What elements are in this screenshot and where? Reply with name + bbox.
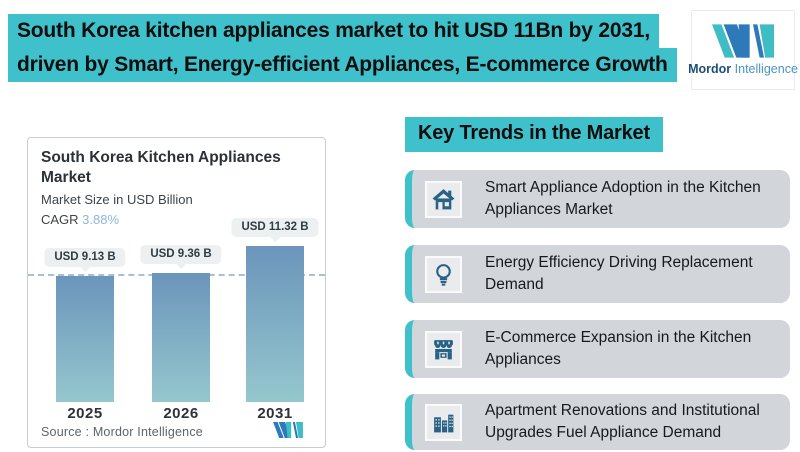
- cagr-value: 3.88%: [82, 212, 120, 227]
- chart-subtitle: Market Size in USD Billion: [41, 192, 193, 207]
- house-icon: [432, 188, 455, 209]
- trend-item-energy-efficiency: Energy Efficiency Driving Replacement De…: [405, 245, 790, 303]
- trend-item-smart-appliances: Smart Appliance Adoption in the Kitchen …: [405, 170, 790, 228]
- trend-icon-box: [425, 403, 462, 441]
- buildings-icon: [434, 414, 454, 432]
- chart-source: Source : Mordor Intelligence: [41, 425, 203, 439]
- bar-2031: [246, 246, 304, 402]
- trend-item-ecommerce: E-Commerce Expansion in the Kitchen Appl…: [405, 320, 790, 378]
- chart-title: South Korea Kitchen Appliances Market: [41, 149, 281, 186]
- chart-cagr: CAGR 3.88%: [41, 212, 119, 227]
- trend-icon-box: [425, 255, 462, 293]
- x-tick-label: 2025: [67, 405, 103, 422]
- logo-word-intelligence: Intelligence: [734, 62, 798, 76]
- bar-2025: [56, 276, 114, 402]
- x-tick-label: 2031: [257, 405, 293, 422]
- page-title-line1: South Korea kitchen appliances market to…: [8, 14, 659, 49]
- bar-value-label: USD 9.36 B: [140, 245, 222, 269]
- bar-value-label: USD 11.32 B: [231, 218, 319, 242]
- mordor-logo: Mordor Intelligence: [688, 10, 798, 90]
- trend-icon-box: [425, 180, 462, 218]
- trend-item-apartment-renovations: Apartment Renovations and Institutional …: [405, 394, 790, 450]
- storefront-icon: [434, 339, 453, 359]
- cagr-label: CAGR: [41, 212, 83, 227]
- trend-icon-box: [425, 330, 462, 368]
- mordor-logo-icon: [712, 24, 774, 58]
- chart-x-axis: 2025 2026 2031: [28, 405, 325, 425]
- page-title: South Korea kitchen appliances market to…: [8, 14, 677, 83]
- bar-value-label: USD 9.13 B: [44, 248, 126, 272]
- trend-text: Smart Appliance Adoption in the Kitchen …: [485, 179, 761, 218]
- mordor-logo-text: Mordor Intelligence: [688, 62, 798, 76]
- mordor-mini-logo-icon: [273, 422, 303, 438]
- trend-text: E-Commerce Expansion in the Kitchen Appl…: [485, 329, 752, 368]
- logo-word-mordor: Mordor: [688, 62, 732, 76]
- trends-heading: Key Trends in the Market: [405, 117, 663, 152]
- trend-text: Apartment Renovations and Institutional …: [485, 402, 760, 441]
- bar-2026: [152, 273, 210, 402]
- market-chart-card: South Korea Kitchen Appliances Market Ma…: [27, 137, 326, 448]
- trend-text: Energy Efficiency Driving Replacement De…: [485, 254, 753, 293]
- x-tick-label: 2026: [163, 405, 199, 422]
- lightbulb-icon: [436, 263, 451, 286]
- page-title-line2: driven by Smart, Energy-efficient Applia…: [8, 48, 677, 83]
- chart-plot: USD 9.13 B USD 9.36 B USD 11.32 B: [28, 202, 325, 402]
